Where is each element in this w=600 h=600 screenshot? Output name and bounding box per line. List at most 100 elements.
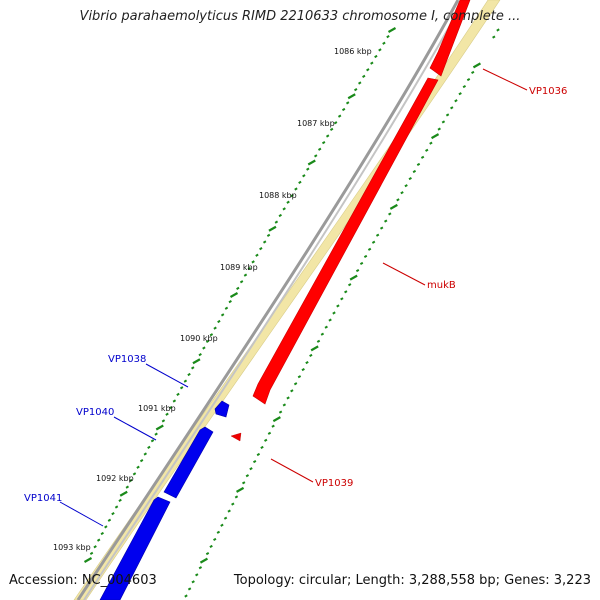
minor-tick (345, 101, 350, 105)
minor-tick (213, 537, 217, 541)
minor-tick (302, 174, 306, 178)
minor-tick (220, 313, 225, 317)
minor-tick (100, 531, 104, 536)
minor-tick (241, 481, 246, 485)
gene-vp1036-arrow[interactable] (429, 0, 471, 77)
minor-tick (217, 319, 221, 324)
minor-tick (321, 141, 326, 145)
minor-tick (139, 459, 144, 463)
minor-tick (143, 452, 147, 456)
minor-tick (216, 530, 221, 534)
minor-tick (191, 580, 195, 584)
accession-text: Accession: NC_004603 (9, 573, 157, 588)
major-tick (268, 225, 277, 232)
major-tick (389, 203, 398, 210)
minor-tick (336, 304, 340, 308)
minor-tick (271, 424, 275, 428)
minor-tick (408, 177, 412, 181)
leader-line-vp1041 (59, 501, 104, 527)
minor-tick (168, 406, 173, 410)
minor-tick (325, 134, 330, 138)
minor-tick (111, 512, 115, 516)
minor-tick (251, 260, 255, 264)
topology-summary: Topology: circular; Length: 3,288,558 bp… (233, 573, 591, 588)
minor-tick (437, 127, 441, 131)
leader-line-vp1040 (113, 416, 157, 441)
minor-tick (358, 81, 362, 85)
minor-tick (293, 382, 298, 386)
minor-tick (256, 452, 261, 457)
minor-tick (247, 266, 251, 271)
minor-tick (404, 184, 408, 188)
tick-label: 1087 kbp (297, 119, 335, 128)
tick-label: 1092 kbp (96, 474, 134, 483)
minor-tick (290, 389, 294, 393)
gene-label-vp1041[interactable]: VP1041 (24, 493, 62, 504)
minor-tick (234, 495, 239, 499)
minor-tick (282, 207, 286, 211)
minor-tick (136, 465, 140, 469)
minor-tick (496, 28, 500, 32)
minor-tick (363, 254, 368, 258)
minor-tick (320, 332, 325, 336)
minor-tick (243, 273, 248, 277)
map-title: Vibrio parahaemolyticus RIMD 2210633 chr… (79, 9, 521, 24)
minor-tick (205, 551, 210, 556)
gene-label-vp1040[interactable]: VP1040 (76, 407, 114, 418)
minor-tick (425, 148, 429, 152)
gene-vp1041-arrow[interactable] (99, 496, 171, 600)
major-tick (472, 62, 481, 69)
gene-vp1038-arrow[interactable] (214, 400, 230, 418)
minor-tick (93, 545, 97, 549)
minor-tick (147, 445, 151, 449)
gene-label-vp1036[interactable]: VP1036 (529, 86, 567, 97)
minor-tick (161, 419, 166, 423)
gene-label-mukb[interactable]: mukB (427, 280, 456, 291)
backbone-outer (76, 0, 460, 600)
major-tick (347, 93, 356, 100)
minor-tick (89, 551, 94, 555)
minor-tick (324, 325, 328, 329)
minor-tick (172, 399, 177, 403)
minor-tick (466, 77, 471, 82)
minor-tick (458, 92, 462, 96)
minor-tick (118, 498, 122, 502)
gene-mukb-arrow[interactable] (252, 77, 439, 405)
minor-tick (195, 573, 199, 577)
gene-vp1040-arrow[interactable] (163, 426, 214, 499)
gene-label-vp1038[interactable]: VP1038 (108, 354, 146, 365)
minor-tick (129, 478, 133, 483)
minor-tick (259, 247, 263, 251)
minor-tick (367, 247, 372, 251)
leader-line-mukb (382, 262, 426, 286)
minor-tick (429, 141, 433, 145)
minor-tick (400, 191, 404, 195)
minor-tick (228, 300, 232, 304)
minor-tick (125, 485, 129, 489)
minor-tick (305, 360, 309, 365)
minor-tick (333, 121, 338, 125)
minor-tick (213, 326, 217, 330)
leader-line-vp1039 (270, 458, 314, 483)
minor-tick (249, 467, 253, 471)
tick-label: 1093 kbp (53, 543, 91, 552)
minor-tick (286, 396, 290, 400)
major-tick (192, 358, 201, 365)
gene-label-vp1039[interactable]: VP1039 (315, 478, 353, 489)
backbone-inner (83, 0, 465, 600)
minor-tick (290, 194, 294, 198)
minor-tick (191, 366, 195, 370)
tick-label: 1090 kbp (180, 334, 218, 343)
tick-label: 1086 kbp (334, 47, 372, 56)
gene-vp1039-arrow[interactable] (230, 432, 242, 442)
minor-tick (366, 68, 370, 72)
minor-tick (282, 403, 287, 407)
minor-tick (220, 523, 224, 527)
minor-tick (165, 412, 169, 416)
minor-tick (396, 198, 400, 202)
major-tick (236, 486, 245, 493)
minor-tick (187, 587, 192, 591)
minor-tick (252, 460, 257, 464)
minor-tick (183, 379, 188, 383)
minor-tick (388, 212, 392, 216)
